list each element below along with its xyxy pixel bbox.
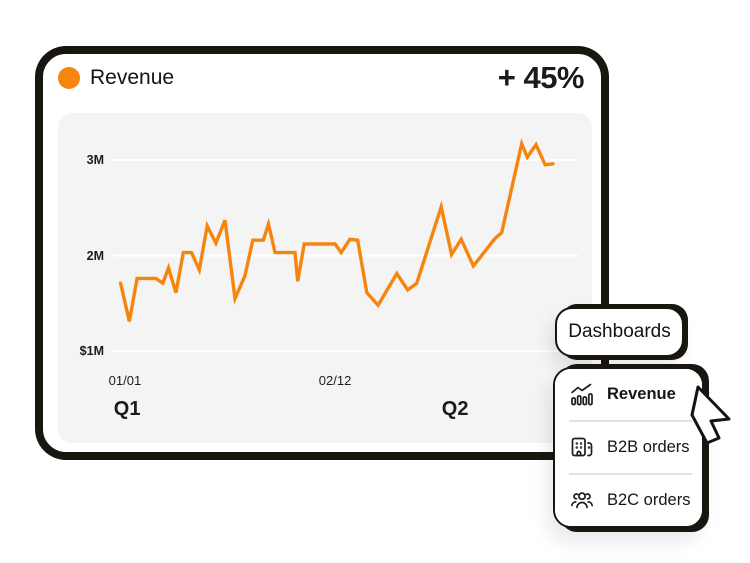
y-axis-tick: 2M (86, 248, 104, 263)
gridlines (113, 159, 578, 352)
revenue-line-chart (113, 138, 578, 352)
series-color-dot (58, 67, 80, 89)
menu-item-revenue[interactable]: Revenue (555, 369, 702, 421)
menu-item-label: B2C orders (607, 490, 691, 509)
bar-chart-trend-icon (571, 383, 593, 406)
menu-divider (569, 473, 692, 475)
revenue-line (118, 138, 555, 322)
menu-item-label: B2B orders (607, 437, 690, 456)
menu-item-b2c-orders[interactable]: B2C orders (555, 474, 702, 526)
dashboards-button[interactable]: Dashboards (555, 307, 684, 357)
y-axis-tick: 3M (86, 153, 104, 167)
building-icon (571, 438, 593, 457)
y-axis-tick: $1M (79, 344, 104, 358)
quarter-label: Q1 (113, 398, 141, 420)
menu-item-label: Revenue (607, 385, 676, 404)
menu-item-b2b-orders[interactable]: B2B orders (555, 421, 702, 474)
revenue-card: Revenue + 45% 3M 2M $1M 01/01 02/12 Q1 Q2 (40, 51, 604, 455)
people-icon (570, 492, 594, 509)
delta-badge: + 45% (497, 60, 585, 95)
quarter-label: Q2 (441, 398, 469, 420)
dashboards-button-label: Dashboards (568, 321, 671, 342)
x-axis-tick: 02/12 (318, 373, 352, 388)
chart-panel: 3M 2M $1M 01/01 02/12 Q1 Q2 (58, 113, 592, 443)
x-axis-tick: 01/01 (108, 373, 142, 388)
dashboards-menu: Revenue B2B orders B2C orders (553, 367, 704, 528)
menu-divider (569, 420, 692, 422)
mouse-cursor-icon (690, 385, 731, 445)
card-title: Revenue (90, 66, 175, 89)
